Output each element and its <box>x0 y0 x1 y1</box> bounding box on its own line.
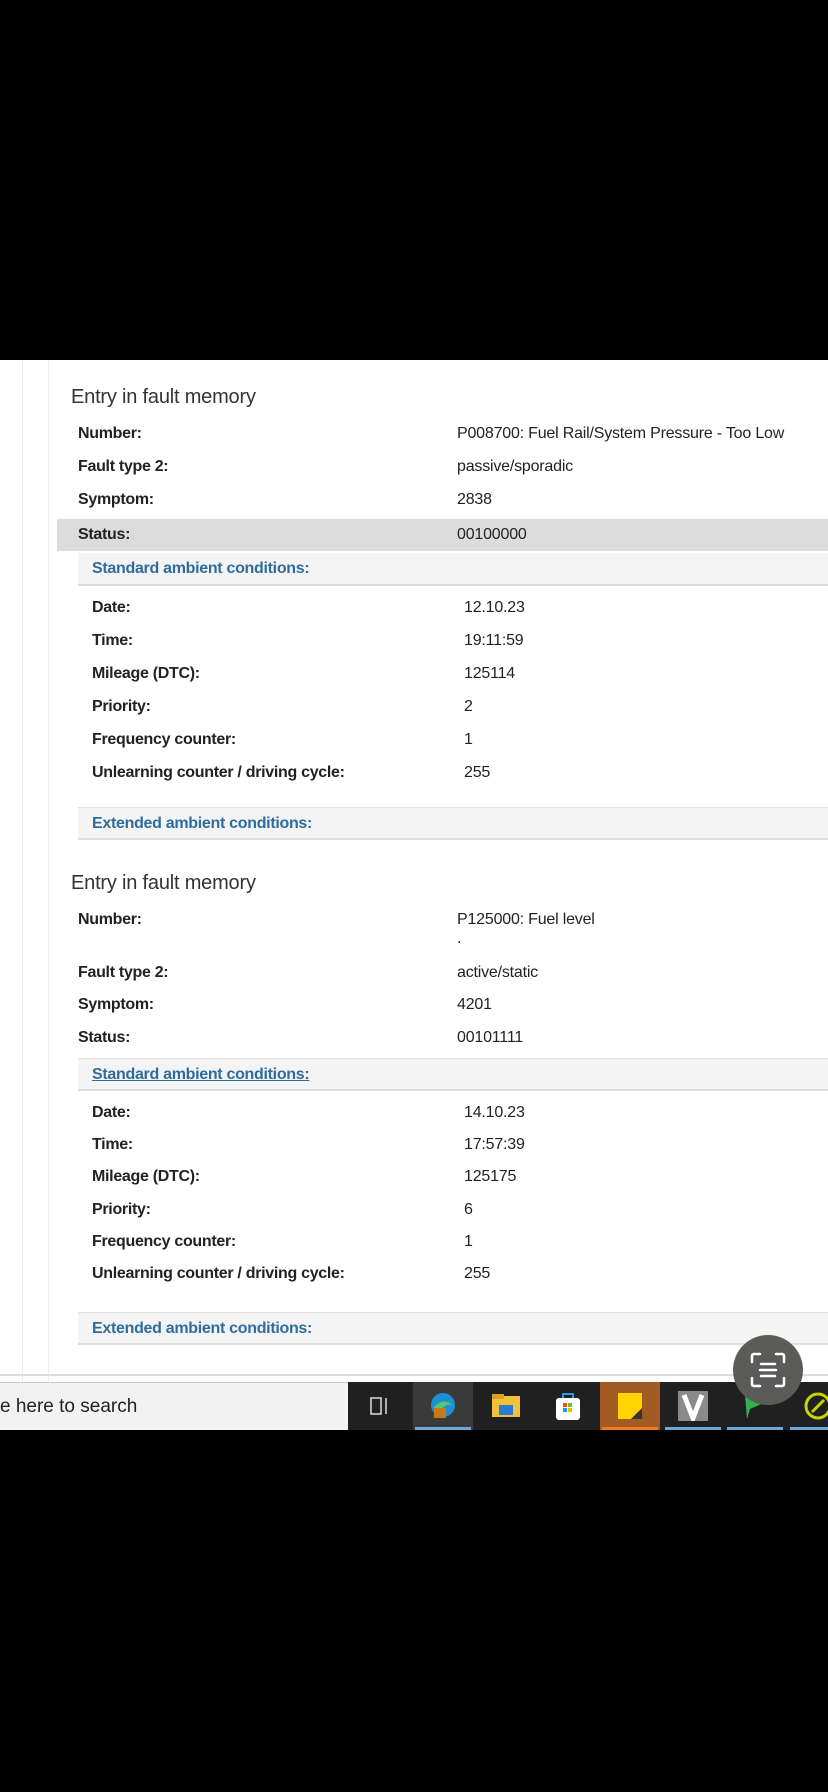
condition-row: Mileage (DTC): 125175 <box>78 1161 828 1194</box>
task-view-icon[interactable] <box>350 1382 410 1430</box>
condition-value: 19:11:59 <box>464 632 524 649</box>
divider <box>0 1374 828 1376</box>
fault-type-row: Fault type 2: passive/sporadic <box>57 451 828 483</box>
condition-row: Time: 19:11:59 <box>78 625 828 658</box>
number-extra-row: . <box>57 930 828 950</box>
number-extra: . <box>457 930 462 947</box>
condition-row: Priority: 2 <box>78 691 828 724</box>
condition-label: Mileage (DTC): <box>92 665 200 682</box>
status-value: 00100000 <box>457 526 527 543</box>
taskbar-search-box[interactable]: e here to search <box>0 1382 348 1430</box>
symptom-value: 2838 <box>457 491 492 508</box>
extended-conditions-link[interactable]: Extended ambient conditions: <box>92 815 313 832</box>
extended-conditions-header[interactable]: Extended ambient conditions: <box>78 1312 828 1345</box>
standard-conditions-header[interactable]: Standard ambient conditions: <box>78 1058 828 1091</box>
condition-row: Mileage (DTC): 125114 <box>78 658 828 691</box>
fault-type-label: Fault type 2: <box>78 458 169 475</box>
condition-label: Date: <box>92 1104 131 1121</box>
condition-label: Priority: <box>92 1201 151 1218</box>
diagnostic-app-icon[interactable] <box>788 1382 828 1430</box>
standard-conditions-header[interactable]: Standard ambient conditions: <box>78 553 828 586</box>
condition-row: Unlearning counter / driving cycle: 255 <box>78 757 828 790</box>
number-value: P008700: Fuel Rail/System Pressure - Too… <box>457 425 785 442</box>
condition-row: Time: 17:57:39 <box>78 1129 828 1162</box>
condition-value: 12.10.23 <box>464 599 525 616</box>
fault-type-value: active/static <box>457 964 538 981</box>
divider <box>48 360 49 1382</box>
condition-value: 255 <box>464 1265 491 1282</box>
condition-label: Priority: <box>92 698 151 715</box>
status-label: Status: <box>78 1029 131 1046</box>
entry-title: Entry in fault memory <box>71 386 256 408</box>
condition-value: 1 <box>464 1233 473 1250</box>
extended-conditions-link[interactable]: Extended ambient conditions: <box>92 1320 313 1337</box>
symptom-label: Symptom: <box>78 491 154 508</box>
condition-row: Frequency counter: 1 <box>78 1226 828 1259</box>
status-value: 00101111 <box>457 1029 524 1046</box>
fault-memory-page: Entry in fault memory Number: P008700: Fu… <box>0 360 828 1382</box>
condition-value: 14.10.23 <box>464 1104 525 1121</box>
symptom-label: Symptom: <box>78 996 154 1013</box>
divider <box>22 360 23 1382</box>
fault-type-row: Fault type 2: active/static <box>57 957 828 989</box>
sticky-notes-icon[interactable] <box>600 1382 660 1430</box>
condition-value: 255 <box>464 764 491 781</box>
edge-icon[interactable] <box>413 1382 473 1430</box>
condition-value: 6 <box>464 1201 473 1218</box>
condition-row: Priority: 6 <box>78 1194 828 1227</box>
condition-label: Frequency counter: <box>92 1233 236 1250</box>
v-app-icon[interactable] <box>663 1382 723 1430</box>
status-row[interactable]: Status: 00100000 <box>57 519 828 551</box>
number-row: Number: P125000: Fuel level <box>57 904 828 936</box>
symptom-row: Symptom: 4201 <box>57 989 828 1021</box>
condition-value: 2 <box>464 698 473 715</box>
status-row[interactable]: Status: 00101111 <box>57 1022 828 1054</box>
condition-row: Unlearning counter / driving cycle: 255 <box>78 1258 828 1291</box>
condition-value: 125175 <box>464 1168 517 1185</box>
condition-label: Unlearning counter / driving cycle: <box>92 764 345 781</box>
condition-label: Mileage (DTC): <box>92 1168 200 1185</box>
file-explorer-icon[interactable] <box>476 1382 536 1430</box>
condition-row: Date: 12.10.23 <box>78 592 828 625</box>
condition-label: Frequency counter: <box>92 731 236 748</box>
standard-conditions-link[interactable]: Standard ambient conditions: <box>92 560 310 577</box>
condition-label: Time: <box>92 1136 133 1153</box>
fault-type-label: Fault type 2: <box>78 964 169 981</box>
condition-label: Time: <box>92 632 133 649</box>
condition-value: 125114 <box>464 665 516 682</box>
fault-type-value: passive/sporadic <box>457 458 573 475</box>
taskbar: e here to search <box>0 1382 828 1430</box>
number-value: P125000: Fuel level <box>457 911 595 928</box>
symptom-row: Symptom: 2838 <box>57 484 828 516</box>
status-label: Status: <box>78 526 131 543</box>
search-placeholder: e here to search <box>0 1396 138 1417</box>
condition-value: 17:57:39 <box>464 1136 525 1153</box>
standard-conditions-link[interactable]: Standard ambient conditions: <box>92 1066 310 1083</box>
extended-conditions-header[interactable]: Extended ambient conditions: <box>78 807 828 840</box>
condition-label: Date: <box>92 599 131 616</box>
text-scan-lens-icon[interactable] <box>733 1335 803 1405</box>
number-label: Number: <box>78 425 142 442</box>
condition-label: Unlearning counter / driving cycle: <box>92 1265 345 1282</box>
entry-title: Entry in fault memory <box>71 872 256 894</box>
condition-row: Frequency counter: 1 <box>78 724 828 757</box>
condition-row: Date: 14.10.23 <box>78 1097 828 1130</box>
condition-value: 1 <box>464 731 473 748</box>
symptom-value: 4201 <box>457 996 492 1013</box>
number-label: Number: <box>78 911 142 928</box>
number-row: Number: P008700: Fuel Rail/System Pressur… <box>57 418 828 450</box>
microsoft-store-icon[interactable] <box>538 1382 598 1430</box>
